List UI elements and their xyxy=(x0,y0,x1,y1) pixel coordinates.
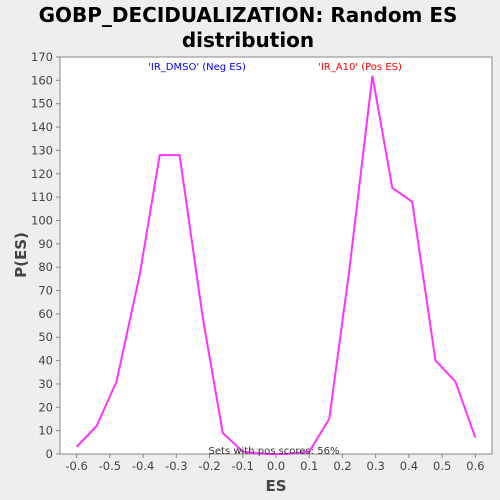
y-tick-label: 100 xyxy=(31,213,53,227)
annotation-neg-es: 'IR_DMSO' (Neg ES) xyxy=(148,62,246,73)
x-axis: -0.6 -0.5 -0.4 -0.3 -0.2 -0.1 0.0 0.1 0.2 0.3 0.4 0… xyxy=(65,454,485,473)
annotations: 'IR_DMSO' (Neg ES) 'IR_A10' (Pos ES) Sets … xyxy=(148,62,402,457)
x-tick-label: 0.0 xyxy=(267,459,285,473)
y-axis-label: P(ES) xyxy=(12,232,30,278)
y-tick-label: 60 xyxy=(38,307,53,321)
y-tick-label: 90 xyxy=(38,237,53,251)
x-tick-label: -0.3 xyxy=(165,459,187,473)
x-tick-label: 0.1 xyxy=(300,459,318,473)
y-tick-label: 50 xyxy=(38,330,53,344)
y-tick-label: 20 xyxy=(38,400,53,414)
x-tick-label: -0.5 xyxy=(99,459,121,473)
y-tick-label: 110 xyxy=(31,190,53,204)
chart-title-line-1: GOBP_DECIDUALIZATION: Random ES xyxy=(39,3,458,27)
x-tick-label: -0.2 xyxy=(198,459,220,473)
y-axis: 0 10 20 30 40 50 60 70 80 90 100 110 120 130 140 150 160… xyxy=(31,50,60,461)
annotation-pos-scores: Sets with pos scores: 56% xyxy=(209,446,340,457)
x-axis-label: ES xyxy=(265,477,286,495)
y-tick-label: 70 xyxy=(38,284,53,298)
y-tick-label: 150 xyxy=(31,97,53,111)
x-tick-label: -0.1 xyxy=(232,459,254,473)
y-tick-label: 40 xyxy=(38,354,53,368)
x-tick-label: 0.3 xyxy=(367,459,385,473)
y-tick-label: 10 xyxy=(38,424,53,438)
x-tick-label: 0.5 xyxy=(433,459,451,473)
y-tick-label: 80 xyxy=(38,260,53,274)
x-tick-label: 0.6 xyxy=(466,459,484,473)
chart-title-line-2: distribution xyxy=(182,28,314,52)
x-tick-label: -0.6 xyxy=(65,459,87,473)
y-tick-label: 30 xyxy=(38,377,53,391)
y-tick-label: 120 xyxy=(31,167,53,181)
y-tick-label: 140 xyxy=(31,120,53,134)
y-tick-label: 0 xyxy=(46,447,53,461)
y-tick-label: 160 xyxy=(31,73,53,87)
series-line xyxy=(75,75,477,455)
y-tick-label: 130 xyxy=(31,143,53,157)
x-tick-label: 0.2 xyxy=(333,459,351,473)
y-tick-label: 170 xyxy=(31,50,53,64)
plot-area xyxy=(59,56,493,455)
annotation-pos-es: 'IR_A10' (Pos ES) xyxy=(318,62,402,73)
x-tick-label: 0.4 xyxy=(400,459,418,473)
x-tick-label: -0.4 xyxy=(132,459,154,473)
